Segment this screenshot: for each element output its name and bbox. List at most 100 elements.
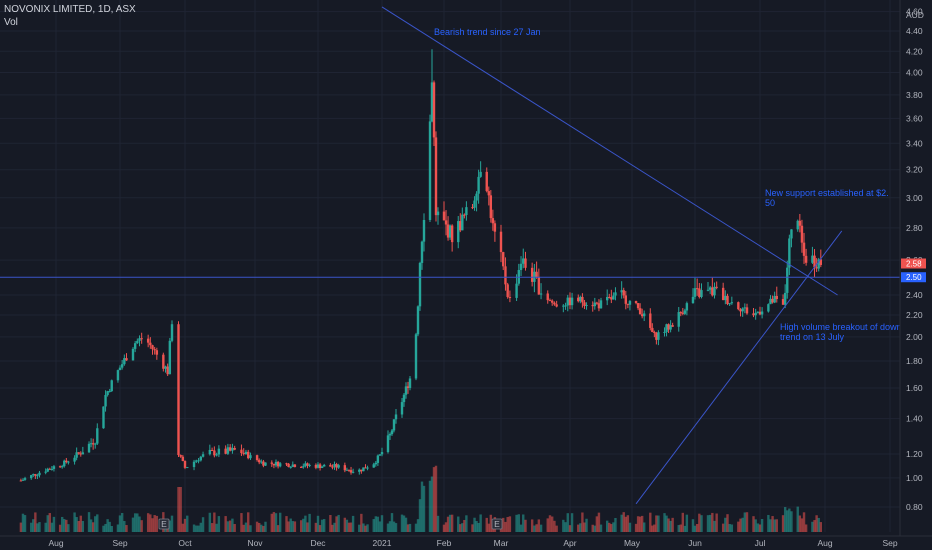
candle-body [585, 305, 588, 307]
volume-bar [186, 515, 189, 532]
candle-body [715, 286, 718, 288]
volume-bar [473, 517, 476, 532]
candle-body [279, 463, 282, 467]
candle-body [343, 465, 347, 471]
candle-body [215, 454, 218, 456]
earnings-marker-box [158, 518, 170, 530]
candle-body [224, 448, 227, 454]
volume-bar [743, 512, 747, 532]
candle-body [195, 460, 198, 462]
volume-bar [802, 512, 806, 532]
volume-bar [123, 520, 126, 532]
volume-bar [79, 515, 82, 532]
candle-body [404, 386, 408, 395]
volume-bar [599, 524, 603, 532]
candle-body [642, 313, 646, 317]
volume-bar [724, 517, 727, 532]
candle-body [815, 267, 818, 269]
volume-bar [790, 511, 793, 532]
volume-bar [96, 514, 99, 532]
volume-bar [60, 516, 64, 532]
volume-bar [432, 467, 436, 532]
volume-bar [422, 485, 426, 532]
volume-bar [21, 513, 25, 532]
volume-bar [711, 512, 714, 532]
time-tick-label: Aug [48, 538, 63, 548]
candle-body [73, 457, 76, 462]
candle-body [21, 479, 25, 481]
volume-bar [244, 522, 248, 532]
candle-body [136, 340, 139, 344]
candle-body [651, 327, 654, 333]
volume-bar [264, 521, 267, 532]
volume-bar [331, 524, 334, 532]
candle-body [255, 455, 259, 461]
volume-bar [406, 524, 410, 532]
candle-body [566, 297, 569, 306]
volume-bar [255, 521, 259, 532]
candle-body [489, 195, 493, 219]
candle-body [570, 297, 574, 306]
volume-bar [308, 513, 311, 532]
price-tick-label: 1.60 [906, 383, 923, 393]
price-tick-label: 3.00 [906, 193, 923, 203]
volume-bar [479, 514, 482, 532]
time-tick-label: Sep [112, 538, 127, 548]
candle-body [118, 367, 122, 371]
candle-body [123, 358, 126, 365]
candle-body [671, 325, 674, 327]
time-tick-label: May [624, 538, 641, 548]
candle-body [612, 295, 615, 300]
candle-body [270, 462, 273, 464]
volume-bar [337, 514, 340, 532]
candle-body [394, 414, 398, 420]
candle-body [242, 453, 245, 455]
candle-body [597, 303, 601, 309]
volume-bar [622, 512, 625, 532]
volume-bar [210, 523, 214, 532]
volume-bar [555, 525, 558, 532]
candle-body [724, 295, 727, 301]
candle-body [408, 378, 412, 388]
candle-body [743, 307, 747, 309]
volume-bar [380, 515, 384, 532]
candle-body [817, 259, 820, 269]
candle-body [392, 419, 396, 431]
price-tag-box [901, 258, 926, 269]
volume-bar [291, 521, 294, 532]
candle-body [233, 447, 236, 450]
candle-body [773, 295, 776, 303]
candle-body [81, 452, 85, 455]
candle-body [444, 220, 448, 225]
volume-bar [233, 524, 236, 532]
up-trend-line [635, 230, 843, 505]
candle-body [320, 466, 324, 469]
annotation-text: New support established at $2. [765, 188, 889, 198]
candle-body [149, 342, 152, 346]
time-tick-label: Feb [437, 538, 452, 548]
volume-bar [788, 508, 791, 532]
volume-bar [819, 522, 823, 532]
candle-body [258, 460, 261, 463]
volume-bar [506, 517, 509, 532]
candle-body [422, 219, 426, 242]
volume-bar [620, 514, 623, 532]
candle-body [535, 271, 538, 277]
candle-body [289, 466, 292, 468]
candle-body [636, 303, 640, 309]
candle-body [60, 466, 64, 468]
volume-bar [215, 523, 218, 532]
volume-bar [183, 518, 187, 532]
candle-body [562, 305, 565, 307]
volume-bar [75, 517, 78, 532]
candle-body [201, 454, 205, 457]
volume-bar [721, 523, 725, 532]
candle-body [197, 460, 200, 462]
volume-bar [450, 514, 454, 532]
candle-body [302, 466, 305, 468]
volume-bar [430, 476, 434, 532]
candle-body [599, 300, 603, 309]
candle-body [52, 466, 56, 469]
